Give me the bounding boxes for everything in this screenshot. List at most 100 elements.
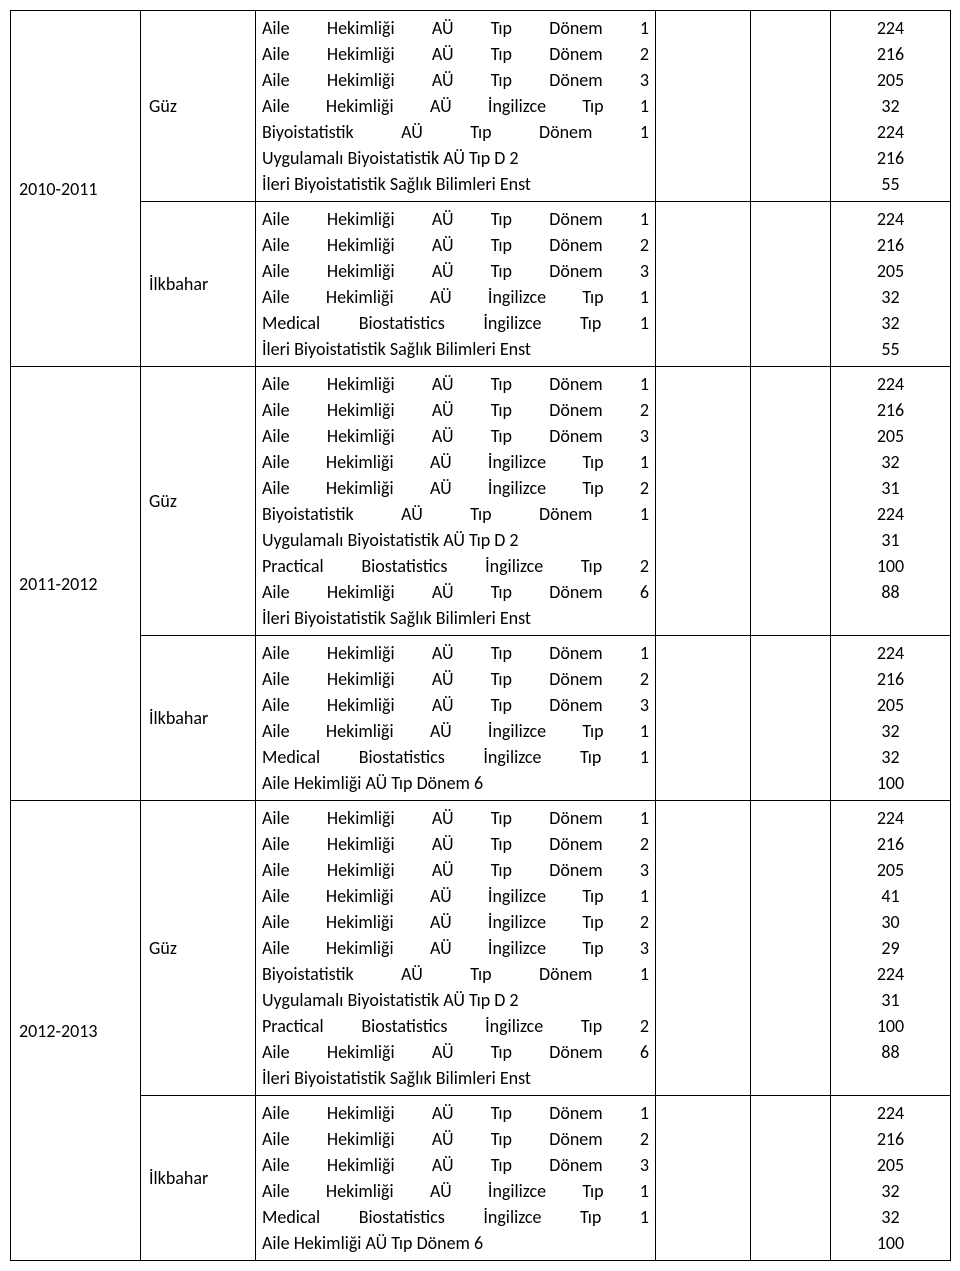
course-cell: AileHekimliğiAÜTıpDönem1AileHekimliğiAÜT… [256, 636, 656, 801]
number-value: 88 [837, 579, 944, 605]
course-line: AileHekimliğiAÜTıpDönem3 [262, 67, 649, 93]
course-line: BiyoistatistikAÜTıpDönem1 [262, 961, 649, 987]
course-line: AileHekimliğiAÜTıpDönem1 [262, 15, 649, 41]
course-line: AileHekimliğiAÜİngilizceTıp1 [262, 883, 649, 909]
course-line: AileHekimliğiAÜTıpDönem1 [262, 1100, 649, 1126]
number-value: 205 [837, 1152, 944, 1178]
number-value: 41 [837, 883, 944, 909]
number-value: 224 [837, 15, 944, 41]
course-line: AileHekimliğiAÜTıpDönem2 [262, 831, 649, 857]
course-line: AileHekimliğiAÜTıpDönem6 [262, 579, 649, 605]
course-cell: AileHekimliğiAÜTıpDönem1AileHekimliğiAÜT… [256, 1096, 656, 1261]
number-value: 224 [837, 206, 944, 232]
number-value: 216 [837, 831, 944, 857]
number-value: 205 [837, 258, 944, 284]
number-value: 32 [837, 744, 944, 770]
number-value: 205 [837, 67, 944, 93]
course-line: AileHekimliğiAÜİngilizceTıp2 [262, 475, 649, 501]
number-value: 100 [837, 1013, 944, 1039]
course-line: AileHekimliğiAÜTıpDönem3 [262, 1152, 649, 1178]
blank-cell [751, 1096, 831, 1261]
course-line: İleri Biyoistatistik Sağlık Bilimleri En… [262, 1065, 649, 1091]
course-line: BiyoistatistikAÜTıpDönem1 [262, 501, 649, 527]
number-value: 216 [837, 145, 944, 171]
number-value: 31 [837, 987, 944, 1013]
number-cell: 2242162053232100 [831, 636, 951, 801]
blank-cell [751, 11, 831, 202]
number-value: 32 [837, 284, 944, 310]
number-value: 55 [837, 171, 944, 197]
course-line: AileHekimliğiAÜİngilizceTıp1 [262, 93, 649, 119]
course-line: PracticalBiostatisticsİngilizceTıp2 [262, 1013, 649, 1039]
number-value: 224 [837, 501, 944, 527]
number-cell: 2242162053232100 [831, 1096, 951, 1261]
course-line: İleri Biyoistatistik Sağlık Bilimleri En… [262, 171, 649, 197]
number-value: 31 [837, 527, 944, 553]
number-value [837, 1065, 944, 1091]
semester-cell: İlkbahar [141, 1096, 256, 1261]
number-cell: 2242162053222421655 [831, 11, 951, 202]
blank-cell [751, 801, 831, 1096]
number-value: 224 [837, 1100, 944, 1126]
course-line: AileHekimliğiAÜTıpDönem3 [262, 258, 649, 284]
course-line: Uygulamalı Biyoistatistik AÜ Tıp D 2 [262, 527, 649, 553]
year-cell: 2011-2012 [11, 367, 141, 801]
course-cell: AileHekimliğiAÜTıpDönem1AileHekimliğiAÜT… [256, 11, 656, 202]
number-value: 216 [837, 666, 944, 692]
course-line: Aile Hekimliği AÜ Tıp Dönem 6 [262, 1230, 649, 1256]
course-line: AileHekimliğiAÜTıpDönem1 [262, 206, 649, 232]
semester-cell: Güz [141, 801, 256, 1096]
course-line: AileHekimliğiAÜTıpDönem2 [262, 397, 649, 423]
course-line: MedicalBiostatisticsİngilizceTıp1 [262, 744, 649, 770]
number-value [837, 605, 944, 631]
semester-cell: Güz [141, 11, 256, 202]
number-value: 216 [837, 232, 944, 258]
course-line: Uygulamalı Biyoistatistik AÜ Tıp D 2 [262, 987, 649, 1013]
blank-cell [656, 367, 751, 636]
course-line: AileHekimliğiAÜTıpDönem1 [262, 640, 649, 666]
table-row: 2010-2011GüzAileHekimliğiAÜTıpDönem1Aile… [11, 11, 951, 202]
course-line: AileHekimliğiAÜİngilizceTıp3 [262, 935, 649, 961]
table-row: İlkbaharAileHekimliğiAÜTıpDönem1AileHeki… [11, 1096, 951, 1261]
year-cell: 2012-2013 [11, 801, 141, 1261]
number-value: 100 [837, 1230, 944, 1256]
course-line: AileHekimliğiAÜTıpDönem6 [262, 1039, 649, 1065]
course-line: AileHekimliğiAÜTıpDönem2 [262, 1126, 649, 1152]
semester-cell: İlkbahar [141, 636, 256, 801]
semester-cell: İlkbahar [141, 202, 256, 367]
blank-cell [656, 1096, 751, 1261]
blank-cell [751, 367, 831, 636]
course-line: AileHekimliğiAÜİngilizceTıp1 [262, 449, 649, 475]
number-value: 32 [837, 93, 944, 119]
table-row: 2012-2013GüzAileHekimliğiAÜTıpDönem1Aile… [11, 801, 951, 1096]
number-value: 205 [837, 423, 944, 449]
number-value: 224 [837, 640, 944, 666]
course-line: AileHekimliğiAÜTıpDönem3 [262, 692, 649, 718]
course-line: AileHekimliğiAÜİngilizceTıp1 [262, 718, 649, 744]
course-line: PracticalBiostatisticsİngilizceTıp2 [262, 553, 649, 579]
course-line: AileHekimliğiAÜTıpDönem3 [262, 857, 649, 883]
number-value: 224 [837, 119, 944, 145]
course-line: AileHekimliğiAÜTıpDönem2 [262, 41, 649, 67]
course-line: İleri Biyoistatistik Sağlık Bilimleri En… [262, 605, 649, 631]
number-value: 30 [837, 909, 944, 935]
number-value: 224 [837, 805, 944, 831]
number-value: 224 [837, 371, 944, 397]
number-value: 205 [837, 857, 944, 883]
number-value: 205 [837, 692, 944, 718]
course-line: MedicalBiostatisticsİngilizceTıp1 [262, 310, 649, 336]
blank-cell [656, 636, 751, 801]
number-value: 32 [837, 1178, 944, 1204]
number-cell: 22421620532312243110088 [831, 367, 951, 636]
blank-cell [751, 636, 831, 801]
blank-cell [656, 202, 751, 367]
blank-cell [656, 11, 751, 202]
course-line: AileHekimliğiAÜTıpDönem2 [262, 666, 649, 692]
table-row: İlkbaharAileHekimliğiAÜTıpDönem1AileHeki… [11, 202, 951, 367]
course-line: AileHekimliğiAÜTıpDönem1 [262, 371, 649, 397]
course-line: AileHekimliğiAÜTıpDönem2 [262, 232, 649, 258]
number-value: 32 [837, 1204, 944, 1230]
table-row: İlkbaharAileHekimliğiAÜTıpDönem1AileHeki… [11, 636, 951, 801]
course-line: BiyoistatistikAÜTıpDönem1 [262, 119, 649, 145]
courses-table: 2010-2011GüzAileHekimliğiAÜTıpDönem1Aile… [10, 10, 951, 1261]
